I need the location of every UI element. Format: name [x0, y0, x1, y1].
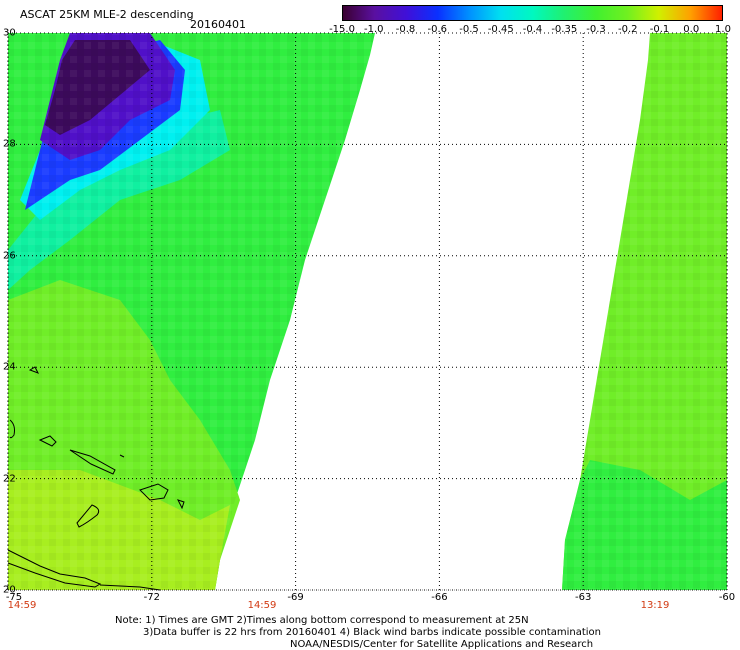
gridlines [7, 32, 728, 591]
longitude-label: -72 [143, 592, 160, 603]
coastline-islet-2 [119, 454, 125, 458]
latitude-label: 30 [3, 27, 16, 39]
colorbar-tick-label: -0.2 [617, 24, 638, 35]
coastline-caicos [177, 499, 185, 510]
latitude-label: 28 [3, 138, 16, 150]
coastline-bahamas-1 [38, 435, 57, 447]
colorbar-tick-label: -0.8 [395, 24, 416, 35]
latitude-label: 22 [3, 473, 16, 485]
colorbar [342, 5, 723, 21]
latitude-label: 26 [3, 250, 16, 262]
colorbar-tick-label: -15.0 [329, 24, 355, 35]
map-title: ASCAT 25KM MLE-2 descending [20, 8, 194, 21]
colorbar-tick-label: 1.0 [715, 24, 731, 35]
colorbar-tick-label: -0.35 [551, 24, 578, 35]
note-line-2: 3)Data buffer is 22 hrs from 20160401 4)… [143, 627, 601, 638]
longitude-label: -60 [718, 592, 736, 603]
colorbar-tick-label: -0.45 [487, 24, 514, 35]
longitude-label: -75 [5, 592, 23, 603]
note-line-3: NOAA/NESDIS/Center for Satellite Applica… [290, 639, 594, 650]
colorbar-tick-label: -0.1 [649, 24, 670, 35]
colorbar-tick-label: -0.5 [459, 24, 479, 35]
colorbar-tick-label: -0.4 [522, 24, 543, 35]
longitude-label: -66 [431, 592, 448, 603]
coastline-bahamas-3 [76, 504, 100, 528]
colorbar-tick-label: 0.0 [683, 24, 700, 35]
time-label-left: 14:59 [7, 600, 37, 611]
longitude-label: -63 [575, 592, 592, 603]
colorbar-tick-label: -0.6 [427, 24, 448, 35]
coastline-cuba [7, 549, 102, 588]
time-label-right: 13:19 [640, 600, 670, 611]
map-date: 20160401 [190, 18, 246, 31]
coastline-bahamas-2 [69, 449, 116, 475]
coastline-hispaniola [99, 584, 161, 591]
note-line-1: Note: 1) Times are GMT 2)Times along bot… [115, 615, 529, 626]
right-swath [562, 33, 727, 590]
longitude-label: -69 [287, 592, 304, 603]
coastlines [7, 366, 185, 591]
coastline-islet-1 [28, 366, 40, 374]
latitude-label: 24 [3, 361, 16, 373]
latitude-label: 20 [3, 584, 16, 596]
time-label-middle: 14:59 [247, 600, 277, 611]
colorbar-tick-label: -1.0 [363, 24, 384, 35]
colorbar-tick-label: -0.3 [586, 24, 606, 35]
coastline-andros [9, 419, 15, 439]
coastline-turks [139, 483, 169, 501]
left-swath [8, 33, 375, 590]
